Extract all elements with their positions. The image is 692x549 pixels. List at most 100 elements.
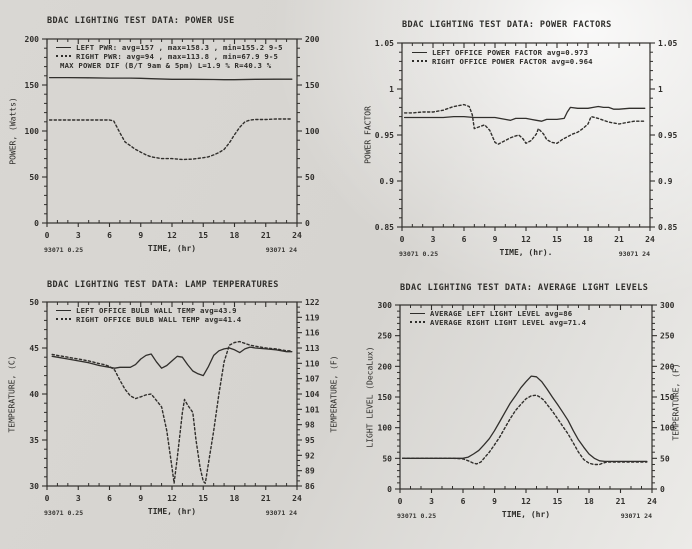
svg-text:40: 40 [29,390,39,399]
svg-text:12: 12 [521,235,531,244]
legend-entry: MAX POWER DIF (B/T 9am & 5pm) L=1.9 % R=… [60,60,272,70]
dashed-line-swatch [56,318,71,320]
chart-title: BDAC LIGHTING TEST DATA: AVERAGE LIGHT L… [400,283,649,293]
svg-text:150: 150 [660,393,675,402]
svg-text:250: 250 [660,332,675,341]
legend-row: RIGHT OFFICE POWER FACTOR avg=0.964 [412,57,593,66]
svg-text:100: 100 [378,424,393,433]
svg-text:12: 12 [521,497,531,506]
svg-text:15: 15 [198,494,208,503]
svg-text:9: 9 [138,231,143,240]
legend-entry: RIGHT OFFICE BULB WALL TEMP avg=41.4 [76,314,242,324]
svg-text:50: 50 [382,454,392,463]
solid-line-swatch [412,51,427,53]
dashed-line-swatch [412,60,427,62]
svg-text:18: 18 [584,497,594,506]
y2-axis-label: TEMPERATURE, (F) [671,363,681,441]
run-stamp-start: 93071 0.25 [397,512,437,520]
svg-text:107: 107 [305,375,320,384]
chart-average-light-levels: 0 3 6 9 12 15 18 21 24 0 0 50 50 100 100 150 150 200 200 25… [346,274,692,549]
legend-entry: LEFT OFFICE POWER FACTOR avg=0.973 [432,47,589,57]
legend-row: RIGHT OFFICE BULB WALL TEMP avg=41.4 [56,314,242,324]
svg-text:116: 116 [305,329,320,338]
dashed-line-swatch [56,55,71,57]
svg-text:100: 100 [25,127,40,136]
svg-text:3: 3 [76,231,81,240]
legend-row: LEFT OFFICE POWER FACTOR avg=0.973 [412,47,593,57]
svg-text:18: 18 [230,494,240,503]
svg-text:100: 100 [305,127,320,136]
svg-text:110: 110 [305,359,320,368]
svg-text:95: 95 [305,436,315,445]
svg-text:0.85: 0.85 [375,223,394,232]
svg-text:50: 50 [305,173,315,182]
legend: LEFT OFFICE BULB WALL TEMP avg=43.9 RIGH… [56,306,241,324]
svg-text:300: 300 [378,301,393,310]
chart-title: BDAC LIGHTING TEST DATA: POWER USE [47,16,235,26]
chart-power-use: 0 3 6 9 12 15 18 21 24 0 0 50 50 100 100 150 150 200 200 B… [0,0,346,274]
svg-text:9: 9 [493,235,498,244]
dashed-line-swatch [410,321,425,323]
legend-row: AVERAGE LEFT LIGHT LEVEL avg=86 [410,309,586,318]
svg-text:150: 150 [305,81,320,90]
y-axis-label: POWER FACTOR [363,106,373,164]
svg-text:50: 50 [660,454,670,463]
svg-text:12: 12 [167,494,177,503]
x-axis-label: TIME, (hr) [147,507,197,516]
svg-text:0: 0 [45,494,50,503]
svg-text:0: 0 [400,235,405,244]
svg-text:0.85: 0.85 [658,223,677,232]
legend-entry: LEFT OFFICE BULB WALL TEMP avg=43.9 [76,305,237,315]
svg-text:15: 15 [198,231,208,240]
svg-text:122: 122 [305,298,320,307]
svg-text:100: 100 [660,424,675,433]
legend: LEFT OFFICE POWER FACTOR avg=0.973 RIGHT… [412,48,593,66]
svg-text:3: 3 [429,497,434,506]
svg-text:21: 21 [616,497,626,506]
svg-text:21: 21 [614,235,624,244]
solid-line-swatch [56,309,71,311]
lamp-temperatures-plot-canvas: 0 3 6 9 12 15 18 21 24 30 35 40 45 50 86 89 92 95 98 101 104… [29,298,320,503]
svg-text:98: 98 [305,421,315,430]
run-stamp-start: 93071 0.25 [44,246,84,254]
svg-text:6: 6 [107,231,112,240]
legend-row: MAX POWER DIF (B/T 9am & 5pm) L=1.9 % R=… [56,60,283,70]
svg-text:6: 6 [461,497,466,506]
solid-line-swatch [410,312,425,314]
svg-text:9: 9 [138,494,143,503]
svg-text:1.05: 1.05 [375,39,394,48]
y-axis-label: LIGHT LEVEL (DecaLux) [365,346,375,448]
legend-entry: LEFT PWR: avg=157 , max=158.3 , min=155.… [76,42,283,52]
x-axis-label: TIME, (hr). [499,248,553,257]
svg-text:21: 21 [261,494,271,503]
svg-text:250: 250 [378,332,393,341]
svg-text:1: 1 [658,85,663,94]
svg-text:0.9: 0.9 [380,177,395,186]
chart-power-factors: 0 3 6 9 12 15 18 21 24 0.85 0.85 0.9 0.9 0.95 0.95 1 1 1.… [346,0,692,274]
legend-row: LEFT PWR: avg=157 , max=158.3 , min=155.… [56,42,283,52]
svg-text:24: 24 [292,231,302,240]
run-stamp-end: 93071 24 [265,246,297,254]
run-stamp-start: 93071 0.25 [399,250,439,258]
run-stamp-end: 93071 24 [620,512,652,520]
svg-text:24: 24 [647,497,657,506]
legend: LEFT PWR: avg=157 , max=158.3 , min=155.… [56,43,283,70]
svg-text:104: 104 [305,390,320,399]
svg-text:200: 200 [25,35,40,44]
legend-row: RIGHT PWR: avg=94 , max=113.8 , min=67.9… [56,52,283,61]
svg-text:200: 200 [305,35,320,44]
svg-text:9: 9 [492,497,497,506]
legend-row: LEFT OFFICE BULB WALL TEMP avg=43.9 [56,305,241,315]
y-axis-label: POWER, (Watts) [8,97,18,165]
svg-text:86: 86 [305,482,315,491]
svg-text:92: 92 [305,451,315,460]
svg-text:89: 89 [305,467,315,476]
chart-title: BDAC LIGHTING TEST DATA: LAMP TEMPERATUR… [47,280,279,290]
svg-text:18: 18 [583,235,593,244]
legend-entry: AVERAGE RIGHT LIGHT LEVEL avg=71.4 [430,317,587,327]
svg-text:18: 18 [230,231,240,240]
y2-axis-label: TEMPERATURE, (F) [329,355,339,433]
svg-text:1: 1 [389,85,394,94]
